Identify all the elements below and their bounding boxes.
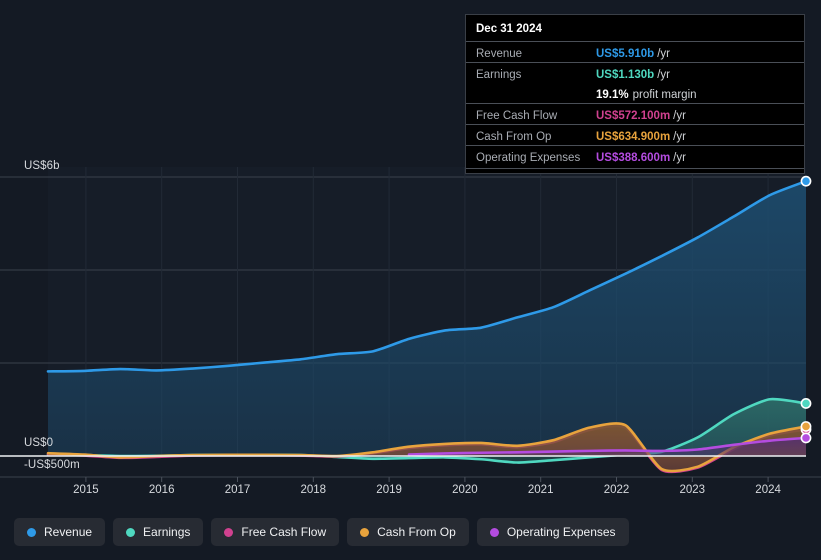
tooltip-row-label: Free Cash Flow bbox=[476, 110, 558, 122]
endpoint-marker-operating-expenses bbox=[800, 432, 812, 444]
tooltip-row-label: Earnings bbox=[476, 69, 522, 81]
legend-color-dot bbox=[27, 527, 36, 537]
legend-item-earnings[interactable]: Earnings bbox=[113, 518, 204, 546]
endpoint-marker-revenue bbox=[800, 175, 812, 187]
legend-color-dot bbox=[489, 527, 499, 537]
series-line-revenue bbox=[46, 179, 808, 373]
tooltip-bottom-rule bbox=[466, 168, 804, 169]
x-axis-label: 2015 bbox=[73, 484, 99, 496]
tooltip-row-subtext: profit margin bbox=[632, 89, 697, 101]
legend-item-label: Earnings bbox=[143, 525, 191, 539]
tooltip-row-unit: /yr bbox=[673, 131, 686, 143]
tooltip-row: Earnings US$1.130b/yr bbox=[466, 62, 804, 83]
legend-color-dot bbox=[126, 527, 136, 537]
tooltip-row: Operating Expenses US$388.600m/yr bbox=[466, 145, 804, 166]
x-axis-label: 2021 bbox=[527, 484, 554, 496]
tooltip-row-unit: /yr bbox=[657, 69, 670, 81]
tooltip-row: Free Cash Flow US$572.100m/yr bbox=[466, 103, 804, 124]
tooltip-date: Dec 31 2024 bbox=[476, 23, 542, 35]
x-axis-label: 2019 bbox=[376, 484, 402, 496]
tooltip-row-unit: /yr bbox=[673, 152, 686, 164]
tooltip-row-value-wrap: US$388.600m/yr bbox=[596, 148, 686, 166]
legend-color-dot bbox=[224, 527, 234, 537]
legend-item-label: Cash From Op bbox=[377, 525, 456, 539]
tooltip-row-value-wrap: 19.1% profit margin bbox=[596, 85, 697, 103]
tooltip-row-value: US$634.900m bbox=[596, 131, 671, 143]
tooltip-row-value-wrap: US$572.100m/yr bbox=[596, 106, 686, 124]
series-area-revenue bbox=[48, 181, 806, 456]
tooltip-row-unit: /yr bbox=[657, 48, 670, 60]
tooltip-row-value: US$388.600m bbox=[596, 152, 671, 164]
tooltip-row: Revenue US$5.910b/yr bbox=[466, 41, 804, 62]
tooltip-row: Cash From Op US$634.900m/yr bbox=[466, 124, 804, 145]
tooltip-row-value-wrap: US$634.900m/yr bbox=[596, 127, 686, 145]
legend-item-revenue[interactable]: Revenue bbox=[14, 518, 106, 546]
tooltip-row-value: 19.1% bbox=[596, 89, 629, 101]
tooltip-row-value-wrap: US$5.910b/yr bbox=[596, 44, 670, 62]
series-area-operating-expenses bbox=[408, 437, 806, 456]
y-axis-label: -US$500m bbox=[24, 459, 80, 471]
chart-legend[interactable]: Revenue Earnings Free Cash Flow Cash From O… bbox=[14, 518, 629, 546]
tooltip-row-label: Revenue bbox=[476, 48, 523, 60]
endpoint-marker-earnings bbox=[800, 398, 812, 409]
series-line-operating-expenses bbox=[407, 436, 808, 456]
legend-color-dot bbox=[360, 527, 370, 537]
legend-item-cash-from-op[interactable]: Cash From Op bbox=[347, 518, 469, 546]
tooltip-row-label: Cash From Op bbox=[476, 131, 552, 143]
legend-item-operating-expenses[interactable]: Operating Expenses bbox=[476, 518, 629, 546]
x-axis-label: 2018 bbox=[300, 484, 327, 496]
x-axis-label: 2022 bbox=[603, 484, 630, 496]
x-axis-label: 2016 bbox=[148, 484, 175, 496]
tooltip-row-value: US$5.910b bbox=[596, 48, 655, 60]
tooltip-row-value: US$572.100m bbox=[596, 110, 671, 122]
tooltip-row-value: US$1.130b bbox=[596, 69, 655, 81]
tooltip-row-label: Operating Expenses bbox=[476, 152, 581, 164]
y-axis-label: US$0 bbox=[24, 437, 54, 449]
x-axis-label: 2020 bbox=[452, 484, 478, 496]
legend-item-free-cash-flow[interactable]: Free Cash Flow bbox=[211, 518, 340, 546]
tooltip-row: 19.1% profit margin bbox=[466, 83, 804, 103]
legend-item-label: Revenue bbox=[44, 525, 93, 539]
y-axis-label: US$6b bbox=[24, 160, 60, 172]
x-axis-label: 2017 bbox=[224, 484, 251, 496]
legend-item-label: Free Cash Flow bbox=[241, 525, 327, 539]
legend-item-label: Operating Expenses bbox=[506, 525, 616, 539]
data-tooltip: Dec 31 2024 Revenue US$5.910b/yr Earnings U… bbox=[465, 14, 805, 174]
series-area-cash-from-op bbox=[48, 423, 806, 472]
x-axis-label: 2023 bbox=[679, 484, 706, 496]
tooltip-row-value-wrap: US$1.130b/yr bbox=[596, 65, 670, 83]
tooltip-rows: Revenue US$5.910b/yr Earnings US$1.130b/yr 1… bbox=[466, 41, 804, 166]
x-axis-label: 2024 bbox=[755, 484, 781, 496]
endpoint-marker-cash-from-op bbox=[800, 421, 812, 432]
tooltip-row-unit: /yr bbox=[673, 110, 686, 122]
